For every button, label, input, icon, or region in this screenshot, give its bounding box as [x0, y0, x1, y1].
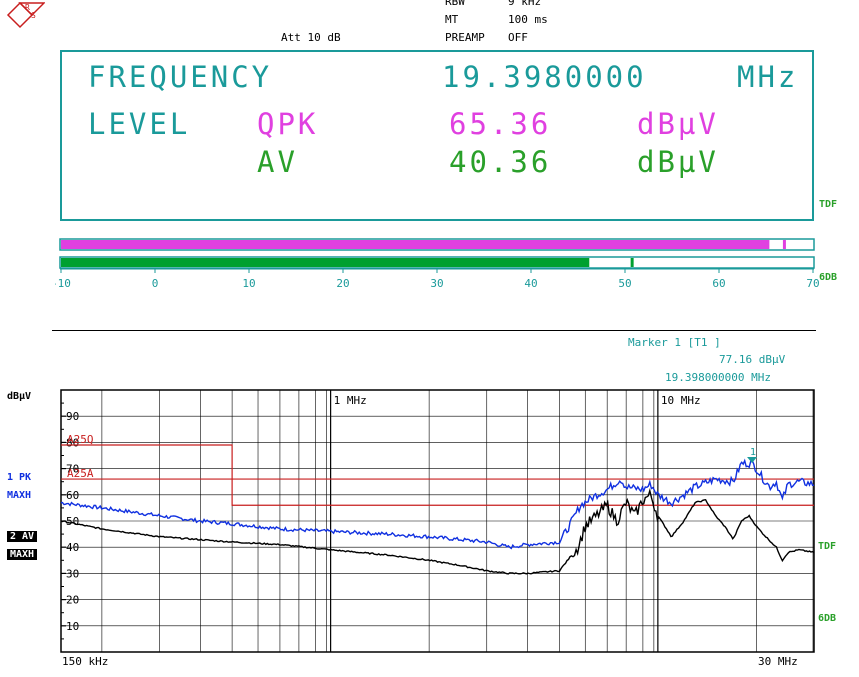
y-tick-label: 20 — [66, 594, 79, 607]
qpk-level-bar — [61, 240, 770, 249]
marker-frequency: 19.398000000 MHz — [665, 371, 771, 384]
bargraph-tick-label: 20 — [336, 277, 349, 290]
att-label: Att 10 dB — [281, 31, 341, 44]
qpk-peak-marker — [782, 240, 786, 249]
marker-title: Marker 1 [T1 ] — [628, 336, 721, 349]
av-value: 40.36 — [449, 145, 552, 179]
bargraph-6db-label: 6DB — [819, 272, 838, 283]
preamp-label: PREAMP — [445, 31, 485, 44]
readout-tdf-label: TDF — [819, 199, 838, 210]
trace-2 — [60, 487, 815, 575]
limit-line-label: A25Q — [67, 433, 94, 446]
frequency-unit: MHz — [737, 60, 799, 94]
y-tick-label: 60 — [66, 489, 79, 502]
limit-line-a25a — [61, 478, 814, 506]
trace-1 — [60, 458, 815, 550]
trace1-label: 1 PK — [7, 472, 32, 483]
y-tick-label: 10 — [66, 620, 79, 633]
separator-line — [52, 330, 816, 331]
trace1-mode-label: MAXH — [7, 490, 32, 501]
y-tick-label: 70 — [66, 463, 79, 476]
y-tick-label: 30 — [66, 567, 79, 580]
trace2-mode-label: MAXH — [7, 549, 38, 560]
av-unit: dBµV — [637, 145, 719, 179]
readout-panel — [60, 50, 814, 221]
bargraph-tick-label: 70 — [806, 277, 819, 290]
y-unit-label: dBµV — [7, 391, 32, 402]
bargraph-tick-label: -10 — [55, 277, 71, 290]
frequency-label: FREQUENCY — [88, 60, 273, 94]
trace2-label: 2 AV — [7, 531, 38, 542]
marker-1-label: 1 — [750, 447, 756, 458]
rbw-label: RBW — [445, 0, 465, 8]
bargraph-tick-label: 30 — [430, 277, 443, 290]
rohde-schwarz-logo-icon: R S — [5, 0, 46, 30]
y-tick-label: 80 — [66, 436, 79, 449]
limit-line-a25q — [61, 444, 814, 480]
qpk-value: 65.36 — [449, 107, 552, 141]
mt-label: MT — [445, 13, 459, 26]
6db-label: 6DB — [818, 613, 837, 624]
rbw-value: 9 kHz — [508, 0, 542, 8]
av-label: AV — [257, 145, 298, 179]
mt-value: 100 ms — [508, 13, 548, 26]
limit-line-label: A25A — [67, 467, 94, 480]
preamp-value: OFF — [508, 31, 528, 44]
bargraph-tick-label: 10 — [242, 277, 255, 290]
av-peak-marker — [630, 258, 634, 267]
qpk-label: QPK — [257, 107, 319, 141]
x-stop-label: 30 MHz — [758, 655, 798, 668]
x-tick-label: 10 MHz — [661, 394, 701, 407]
av-level-bar — [61, 258, 590, 267]
marker-level: 77.16 dBµV — [719, 353, 786, 366]
x-start-label: 150 kHz — [62, 655, 109, 668]
svg-text:S: S — [31, 11, 36, 20]
x-tick-label: 1 MHz — [334, 394, 367, 407]
tdf-label: TDF — [818, 541, 837, 552]
y-tick-label: 40 — [66, 541, 79, 554]
qpk-unit: dBµV — [637, 107, 719, 141]
y-tick-label: 90 — [66, 410, 79, 423]
bargraph-tick-label: 50 — [618, 277, 631, 290]
frequency-value: 19.3980000 — [442, 60, 647, 94]
bargraph-tick-label: 40 — [524, 277, 537, 290]
level-label: LEVEL — [88, 107, 191, 141]
level-bargraph: -10 0 10 20 30 40 50 60 70 — [55, 238, 820, 290]
marker-1-icon — [747, 456, 758, 463]
y-tick-label: 50 — [66, 515, 79, 528]
bargraph-tick-label: 60 — [712, 277, 725, 290]
svg-text:R: R — [25, 3, 30, 12]
bargraph-tick-label: 0 — [152, 277, 159, 290]
